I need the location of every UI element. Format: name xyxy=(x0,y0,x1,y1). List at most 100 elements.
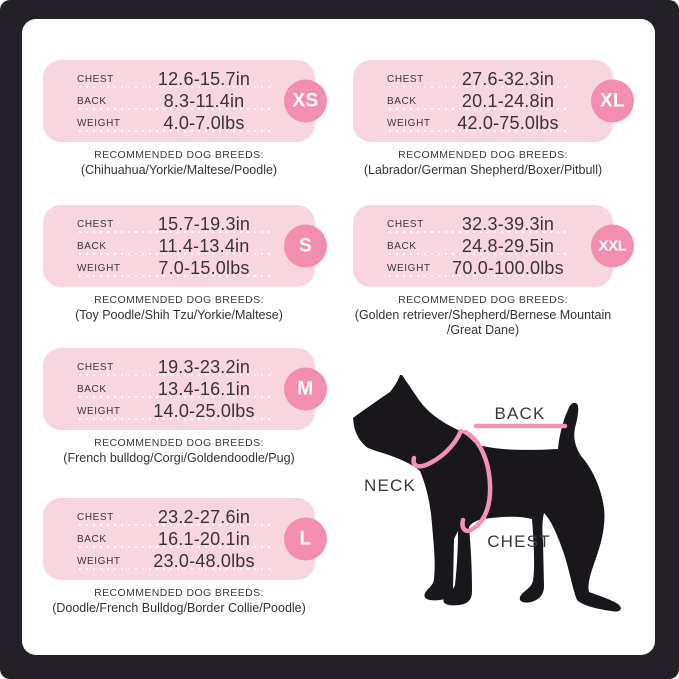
breeds-list: (Golden retriever/Shepherd/Bernese Mount… xyxy=(354,308,612,337)
chest-row: CHEST 15.7-19.3in xyxy=(77,213,273,235)
size-card: CHEST 23.2-27.6in BACK 16.1-20.1in WEIGH… xyxy=(43,498,327,580)
dog-silhouette xyxy=(353,375,621,612)
chest-value: 27.6-32.3in xyxy=(461,68,555,89)
back-row: BACK 8.3-11.4in xyxy=(77,90,273,112)
back-row: BACK 24.8-29.5in xyxy=(387,235,571,257)
weight-value: 7.0-15.0lbs xyxy=(158,257,250,278)
chest-label: CHEST xyxy=(77,361,114,373)
weight-value: 70.0-100.0lbs xyxy=(452,257,564,278)
measurement-rows: CHEST 32.3-39.3in BACK 24.8-29.5in WEIGH… xyxy=(353,213,613,279)
chest-row: CHEST 12.6-15.7in xyxy=(77,68,273,90)
breeds-caption: RECOMMENDED DOG BREEDS: (Chihuahua/Yorki… xyxy=(29,149,328,178)
size-badge-l: L xyxy=(284,517,327,561)
weight-row: WEIGHT 23.0-48.0lbs xyxy=(77,550,273,572)
size-badge-xxl: XXL xyxy=(591,224,634,268)
chest-diagram-label: CHEST xyxy=(487,532,551,551)
chest-label: CHEST xyxy=(77,511,114,523)
back-label: BACK xyxy=(77,240,107,252)
recommended-heading: RECOMMENDED DOG BREEDS: xyxy=(94,294,264,306)
back-value: 13.4-16.1in xyxy=(157,378,251,399)
weight-row: WEIGHT 14.0-25.0lbs xyxy=(77,400,273,422)
size-badge-s: S xyxy=(284,224,327,268)
size-card: CHEST 27.6-32.3in BACK 20.1-24.8in WEIGH… xyxy=(353,60,634,142)
size-card: CHEST 12.6-15.7in BACK 8.3-11.4in WEIGHT… xyxy=(43,60,327,142)
chest-label: CHEST xyxy=(387,73,424,85)
recommended-heading: RECOMMENDED DOG BREEDS: xyxy=(398,294,568,306)
weight-label: WEIGHT xyxy=(77,262,121,274)
back-label: BACK xyxy=(77,95,107,107)
chest-strap-line xyxy=(460,429,493,534)
weight-label: WEIGHT xyxy=(77,117,121,129)
size-block-xxl: CHEST 32.3-39.3in BACK 24.8-29.5in WEIGH… xyxy=(353,205,634,338)
back-row: BACK 11.4-13.4in xyxy=(77,235,273,257)
back-value: 24.8-29.5in xyxy=(461,235,555,256)
size-card: CHEST 32.3-39.3in BACK 24.8-29.5in WEIGH… xyxy=(353,205,634,287)
back-row: BACK 16.1-20.1in xyxy=(77,528,273,550)
back-label: BACK xyxy=(77,533,107,545)
size-block-l: CHEST 23.2-27.6in BACK 16.1-20.1in WEIGH… xyxy=(43,498,327,616)
chest-label: CHEST xyxy=(77,73,114,85)
chest-value: 32.3-39.3in xyxy=(461,213,555,234)
breeds-list: (Toy Poodle/Shih Tzu/Yorkie/Maltese) xyxy=(75,308,283,322)
chest-row: CHEST 32.3-39.3in xyxy=(387,213,571,235)
recommended-heading: RECOMMENDED DOG BREEDS: xyxy=(94,437,264,449)
breeds-caption: RECOMMENDED DOG BREEDS: (Toy Poodle/Shih… xyxy=(29,294,328,323)
weight-value: 14.0-25.0lbs xyxy=(153,400,255,421)
size-block-xs: CHEST 12.6-15.7in BACK 8.3-11.4in WEIGHT… xyxy=(43,60,327,178)
dog-measurement-diagram: BACK NECK CHEST xyxy=(353,375,621,612)
weight-row: WEIGHT 4.0-7.0lbs xyxy=(77,112,273,134)
weight-label: WEIGHT xyxy=(77,555,121,567)
back-value: 20.1-24.8in xyxy=(461,90,555,111)
measurement-rows: CHEST 23.2-27.6in BACK 16.1-20.1in WEIGH… xyxy=(43,506,315,572)
size-chart-panel: CHEST 12.6-15.7in BACK 8.3-11.4in WEIGHT… xyxy=(22,19,655,655)
breeds-list: (Doodle/French Bulldog/Border Collie/Poo… xyxy=(52,601,306,615)
size-badge-xl: XL xyxy=(591,79,634,123)
back-label: BACK xyxy=(387,95,417,107)
weight-row: WEIGHT 42.0-75.0lbs xyxy=(387,112,571,134)
back-label: BACK xyxy=(387,240,417,252)
chest-row: CHEST 27.6-32.3in xyxy=(387,68,571,90)
recommended-heading: RECOMMENDED DOG BREEDS: xyxy=(94,587,264,599)
chest-row: CHEST 19.3-23.2in xyxy=(77,356,273,378)
chest-value: 15.7-19.3in xyxy=(157,213,251,234)
chest-label: CHEST xyxy=(387,218,424,230)
size-badge-xs: XS xyxy=(284,79,327,123)
breeds-list: (French bulldog/Corgi/Goldendoodle/Pug) xyxy=(63,451,295,465)
back-value: 11.4-13.4in xyxy=(158,235,250,256)
size-card: CHEST 15.7-19.3in BACK 11.4-13.4in WEIGH… xyxy=(43,205,327,287)
chest-row: CHEST 23.2-27.6in xyxy=(77,506,273,528)
recommended-heading: RECOMMENDED DOG BREEDS: xyxy=(94,149,264,161)
measurement-rows: CHEST 12.6-15.7in BACK 8.3-11.4in WEIGHT… xyxy=(43,68,315,134)
size-block-xl: CHEST 27.6-32.3in BACK 20.1-24.8in WEIGH… xyxy=(353,60,634,178)
weight-value: 42.0-75.0lbs xyxy=(457,112,559,133)
size-block-m: CHEST 19.3-23.2in BACK 13.4-16.1in WEIGH… xyxy=(43,348,327,466)
back-label: BACK xyxy=(77,383,107,395)
measurement-rows: CHEST 15.7-19.3in BACK 11.4-13.4in WEIGH… xyxy=(43,213,315,279)
chest-value: 12.6-15.7in xyxy=(157,68,251,89)
back-value: 16.1-20.1in xyxy=(157,528,251,549)
weight-label: WEIGHT xyxy=(387,117,431,129)
breeds-caption: RECOMMENDED DOG BREEDS: (Golden retrieve… xyxy=(340,294,626,338)
size-block-s: CHEST 15.7-19.3in BACK 11.4-13.4in WEIGH… xyxy=(43,205,327,323)
measurement-rows: CHEST 27.6-32.3in BACK 20.1-24.8in WEIGH… xyxy=(353,68,613,134)
size-badge-m: M xyxy=(284,367,327,411)
weight-label: WEIGHT xyxy=(77,405,121,417)
recommended-heading: RECOMMENDED DOG BREEDS: xyxy=(398,149,568,161)
weight-label: WEIGHT xyxy=(387,262,431,274)
chest-value: 23.2-27.6in xyxy=(157,506,251,527)
breeds-caption: RECOMMENDED DOG BREEDS: (French bulldog/… xyxy=(29,437,328,466)
size-card: CHEST 19.3-23.2in BACK 13.4-16.1in WEIGH… xyxy=(43,348,327,430)
breeds-caption: RECOMMENDED DOG BREEDS: (Labrador/German… xyxy=(340,149,626,178)
weight-value: 23.0-48.0lbs xyxy=(153,550,255,571)
weight-row: WEIGHT 7.0-15.0lbs xyxy=(77,257,273,279)
back-row: BACK 20.1-24.8in xyxy=(387,90,571,112)
neck-diagram-label: NECK xyxy=(364,476,416,495)
back-diagram-label: BACK xyxy=(494,404,545,423)
breeds-list: (Labrador/German Shepherd/Boxer/Pitbull) xyxy=(363,163,603,177)
neck-strap-line xyxy=(411,428,464,469)
back-value: 8.3-11.4in xyxy=(163,90,245,111)
breeds-list: (Chihuahua/Yorkie/Maltese/Poodle) xyxy=(80,163,278,177)
weight-value: 4.0-7.0lbs xyxy=(163,112,245,133)
back-row: BACK 13.4-16.1in xyxy=(77,378,273,400)
